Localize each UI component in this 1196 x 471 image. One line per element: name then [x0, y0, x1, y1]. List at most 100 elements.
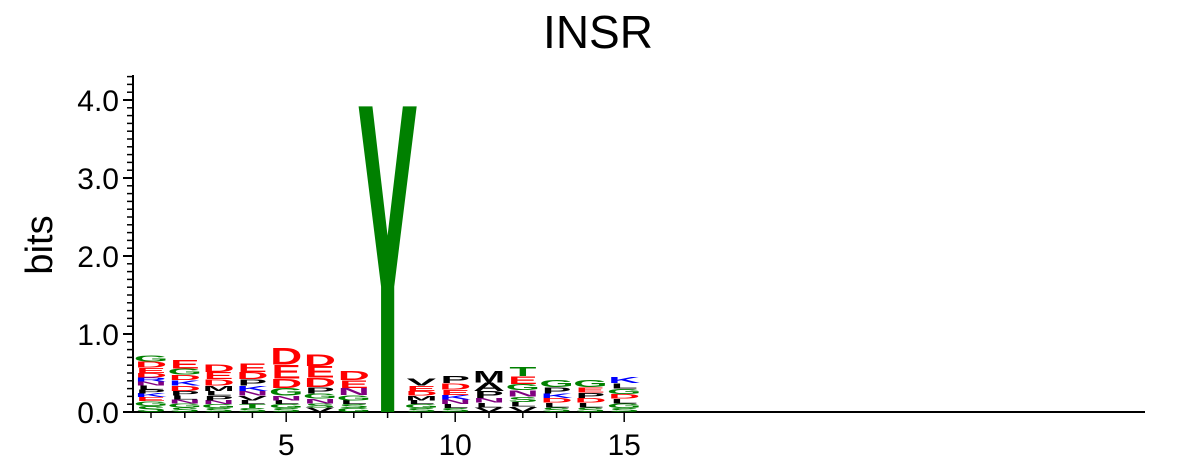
logo-letter-K: K [169, 379, 201, 388]
logo-letter-V: V [238, 394, 267, 401]
logo-letter-S: S [440, 407, 469, 413]
logo-letter-S: S [238, 407, 267, 413]
logo-letter-P: P [204, 394, 233, 401]
logo-letter-E: E [170, 358, 199, 371]
logo-letter-P: P [305, 385, 334, 395]
logo-letter-N: N [304, 397, 336, 404]
logo-letter-D: D [270, 343, 302, 370]
logo-letter-S: S [170, 406, 199, 413]
logo-letter-T: T [239, 403, 266, 409]
logo-letter-G: G [303, 392, 337, 401]
logo-letter-G: G [269, 403, 303, 409]
logo-letter-L: L [543, 401, 570, 408]
logo-letter-E: E [136, 366, 165, 375]
logo-letter-G: G [201, 403, 235, 409]
logo-letter-E: E [136, 396, 165, 402]
logo-letter-S: S [609, 407, 638, 413]
logo-letter-E: E [238, 362, 267, 375]
logo-letter-D: D [203, 378, 235, 388]
logo-letter-K: K [135, 392, 167, 398]
logo-letter-G: G [168, 402, 202, 408]
logo-letter-D: D [574, 397, 606, 404]
logo-letter-E: E [440, 388, 469, 397]
logo-letter-P: P [170, 390, 199, 397]
logo-letter-K: K [439, 394, 471, 401]
x-tick-label: 15 [608, 429, 641, 462]
logo-letter-S: S [136, 404, 165, 414]
logo-letter-N: N [439, 398, 471, 405]
logo-letter-E: E [305, 364, 334, 382]
logo-letter-K: K [541, 392, 573, 399]
logo-letter-D: D [270, 376, 302, 390]
logo-letter-S: S [576, 406, 605, 413]
logo-letter-L: L [611, 382, 638, 391]
logo-letter-G: G [337, 393, 371, 402]
logo-letter-L: L [577, 401, 604, 408]
logo-letter-V: V [305, 406, 334, 413]
logo-letter-D: D [236, 370, 268, 381]
logo-letter-P: P [542, 385, 571, 395]
logo-letter-D: D [135, 372, 167, 379]
logo-letter-V: V [474, 406, 503, 413]
y-tick-label: 4.0 [77, 85, 119, 118]
logo-letter-V: V [508, 405, 537, 414]
logo-letter-L: L [273, 399, 300, 405]
logo-letter-P: P [136, 388, 165, 394]
logo-letter-D: D [169, 373, 201, 382]
logo-letter-R: R [135, 377, 167, 383]
y-tick-label: 2.0 [77, 241, 119, 274]
logo-letter-E: E [204, 370, 233, 381]
logo-letter-P: P [576, 391, 605, 400]
logo-letter-D: D [304, 352, 336, 370]
logo-letter-L: L [509, 401, 536, 408]
logo-letter-D: D [541, 397, 573, 404]
logo-letter-L: L [611, 397, 638, 404]
chart-title: INSR [543, 6, 653, 58]
logo-letter-L: L [205, 390, 232, 397]
logo-letter-S: S [305, 402, 334, 408]
logo-letter-N: N [473, 397, 505, 404]
logo-letter-A: A [473, 380, 505, 393]
logo-letter-L: L [408, 399, 435, 405]
logo-letter-N: N [338, 386, 370, 397]
logo-letter-K: K [608, 375, 640, 385]
axes: 0.0 1.0 2.0 3.0 4.0 5 10 15 [77, 75, 1145, 462]
y-tick-label: 1.0 [77, 319, 119, 352]
logo-letter-G: G [337, 407, 371, 413]
logo-letter-D: D [439, 381, 471, 391]
logo-letter-S: S [271, 407, 300, 413]
logo-letter-S: S [508, 395, 537, 404]
logo-letter-N: N [507, 389, 539, 399]
x-tick-label: 10 [439, 429, 472, 462]
logo-letter-N: N [169, 399, 201, 405]
logo-letter-M: M [405, 394, 437, 401]
logo-letter-E: E [407, 384, 436, 393]
logo-letter-G: G [573, 378, 607, 389]
logo-letter-E: E [339, 378, 368, 390]
logo-letter-S: S [339, 403, 368, 409]
y-tick-label: 0.0 [77, 397, 119, 430]
logo-letter-M: M [473, 368, 505, 386]
logo-letter-D: D [169, 384, 201, 393]
logo-letter-P: P [440, 374, 469, 385]
logo-letter-P: P [474, 389, 503, 400]
logo-letter-K: K [236, 384, 268, 393]
logo-letter-S: S [407, 407, 436, 413]
y-axis-label: bits [19, 215, 61, 274]
logo-letter-D: D [338, 368, 370, 382]
logo-letter-V: V [407, 377, 437, 388]
logo-letter-N: N [236, 390, 268, 397]
logo-letter-G: G [134, 400, 168, 407]
logo-letter-L: L [239, 399, 266, 405]
logo-letter-G: G [134, 353, 168, 363]
logo-letter-G: G [404, 403, 438, 409]
logo-glyphs: SGEKPLNRDEDGSGNLPDKDGESGNPLMDEDSTLVNKPDE… [134, 10, 642, 471]
logo-letter-L: L [442, 403, 469, 409]
logo-letter-P: P [238, 378, 267, 388]
logo-letter-L: L [476, 401, 503, 408]
logo-letter-D: D [304, 375, 336, 389]
logo-letter-G: G [168, 367, 202, 377]
logo-letter-G: G [539, 378, 573, 389]
logo-letter-E: E [508, 374, 537, 386]
